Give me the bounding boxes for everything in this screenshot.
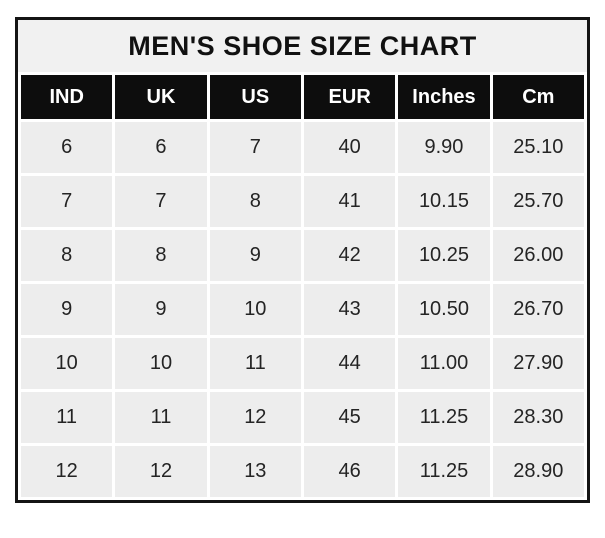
table-cell: 10 [115,338,207,389]
table-cell: 27.90 [492,338,584,389]
table-cell: 10.25 [398,230,490,281]
shoe-size-table: IND UK US EUR Inches Cm 6 6 7 40 9.90 25… [18,72,587,500]
table-cell: 9.90 [398,122,490,173]
table-cell: 6 [21,122,113,173]
table-row: 9 9 10 43 10.50 26.70 [21,284,584,335]
table-row: 6 6 7 40 9.90 25.10 [21,122,584,173]
table-cell: 11 [209,338,301,389]
table-cell: 25.70 [492,176,584,227]
table-cell: 8 [209,176,301,227]
table-cell: 26.70 [492,284,584,335]
table-cell: 28.90 [492,446,584,497]
table-cell: 10 [209,284,301,335]
table-cell: 45 [303,392,396,443]
table-cell: 13 [209,446,301,497]
column-header-ind: IND [21,75,113,119]
table-cell: 10.50 [398,284,490,335]
table-cell: 12 [21,446,113,497]
column-header-uk: UK [115,75,207,119]
page-title: MEN'S SHOE SIZE CHART [18,20,587,72]
table-cell: 11 [21,392,113,443]
table-cell: 11.00 [398,338,490,389]
table-row: 10 10 11 44 11.00 27.90 [21,338,584,389]
table-cell: 44 [303,338,396,389]
table-cell: 7 [21,176,113,227]
column-header-cm: Cm [492,75,584,119]
column-header-us: US [209,75,301,119]
table-cell: 9 [21,284,113,335]
table-cell: 40 [303,122,396,173]
table-row: 12 12 13 46 11.25 28.90 [21,446,584,497]
shoe-size-chart: MEN'S SHOE SIZE CHART IND UK US EUR Inch… [15,17,590,503]
table-cell: 7 [209,122,301,173]
table-row: 11 11 12 45 11.25 28.30 [21,392,584,443]
table-cell: 8 [115,230,207,281]
table-cell: 12 [209,392,301,443]
table-row: 8 8 9 42 10.25 26.00 [21,230,584,281]
table-cell: 11.25 [398,446,490,497]
column-header-inches: Inches [398,75,490,119]
table-cell: 10.15 [398,176,490,227]
table-cell: 8 [21,230,113,281]
header-row: IND UK US EUR Inches Cm [21,75,584,119]
table-cell: 46 [303,446,396,497]
table-cell: 11.25 [398,392,490,443]
table-cell: 12 [115,446,207,497]
table-cell: 43 [303,284,396,335]
table-cell: 42 [303,230,396,281]
table-cell: 11 [115,392,207,443]
table-cell: 41 [303,176,396,227]
column-header-eur: EUR [303,75,396,119]
table-cell: 7 [115,176,207,227]
table-cell: 25.10 [492,122,584,173]
table-cell: 9 [115,284,207,335]
table-cell: 28.30 [492,392,584,443]
table-row: 7 7 8 41 10.15 25.70 [21,176,584,227]
table-cell: 26.00 [492,230,584,281]
table-cell: 9 [209,230,301,281]
table-cell: 6 [115,122,207,173]
table-cell: 10 [21,338,113,389]
